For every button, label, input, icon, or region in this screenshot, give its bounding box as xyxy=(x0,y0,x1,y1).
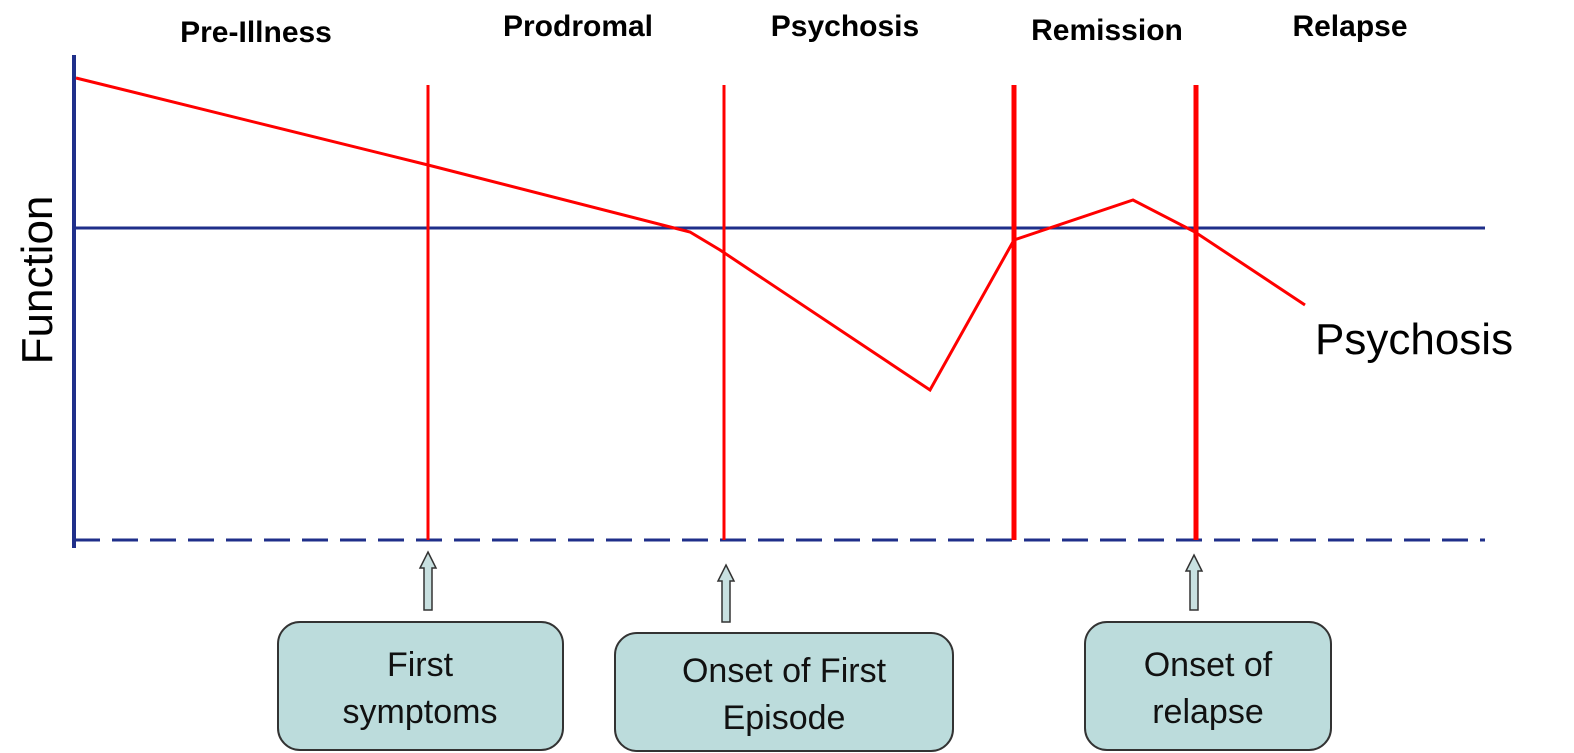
box-text: Onset of xyxy=(1144,646,1273,684)
box-text: First xyxy=(387,646,454,684)
phase-label: Pre-Illness xyxy=(180,16,332,49)
phase-label: Remission xyxy=(1031,14,1183,47)
y-axis-label: Function xyxy=(13,196,62,365)
function-curve xyxy=(75,76,1306,393)
event-box xyxy=(277,621,564,751)
arrow xyxy=(418,550,438,611)
arrow xyxy=(716,563,736,623)
phase-label: Relapse xyxy=(1292,10,1407,43)
phase-label: Psychosis xyxy=(771,10,919,43)
arrow xyxy=(1184,553,1204,611)
curve-label: Psychosis xyxy=(1315,315,1513,364)
box-text: symptoms xyxy=(343,693,498,731)
arrows xyxy=(418,550,1204,623)
event-box xyxy=(1084,621,1332,751)
event-box xyxy=(614,632,954,752)
box-text: relapse xyxy=(1152,693,1264,731)
box-text: Onset of First xyxy=(682,652,887,690)
box-text: Episode xyxy=(723,699,846,737)
phase-label: Prodromal xyxy=(503,10,653,43)
